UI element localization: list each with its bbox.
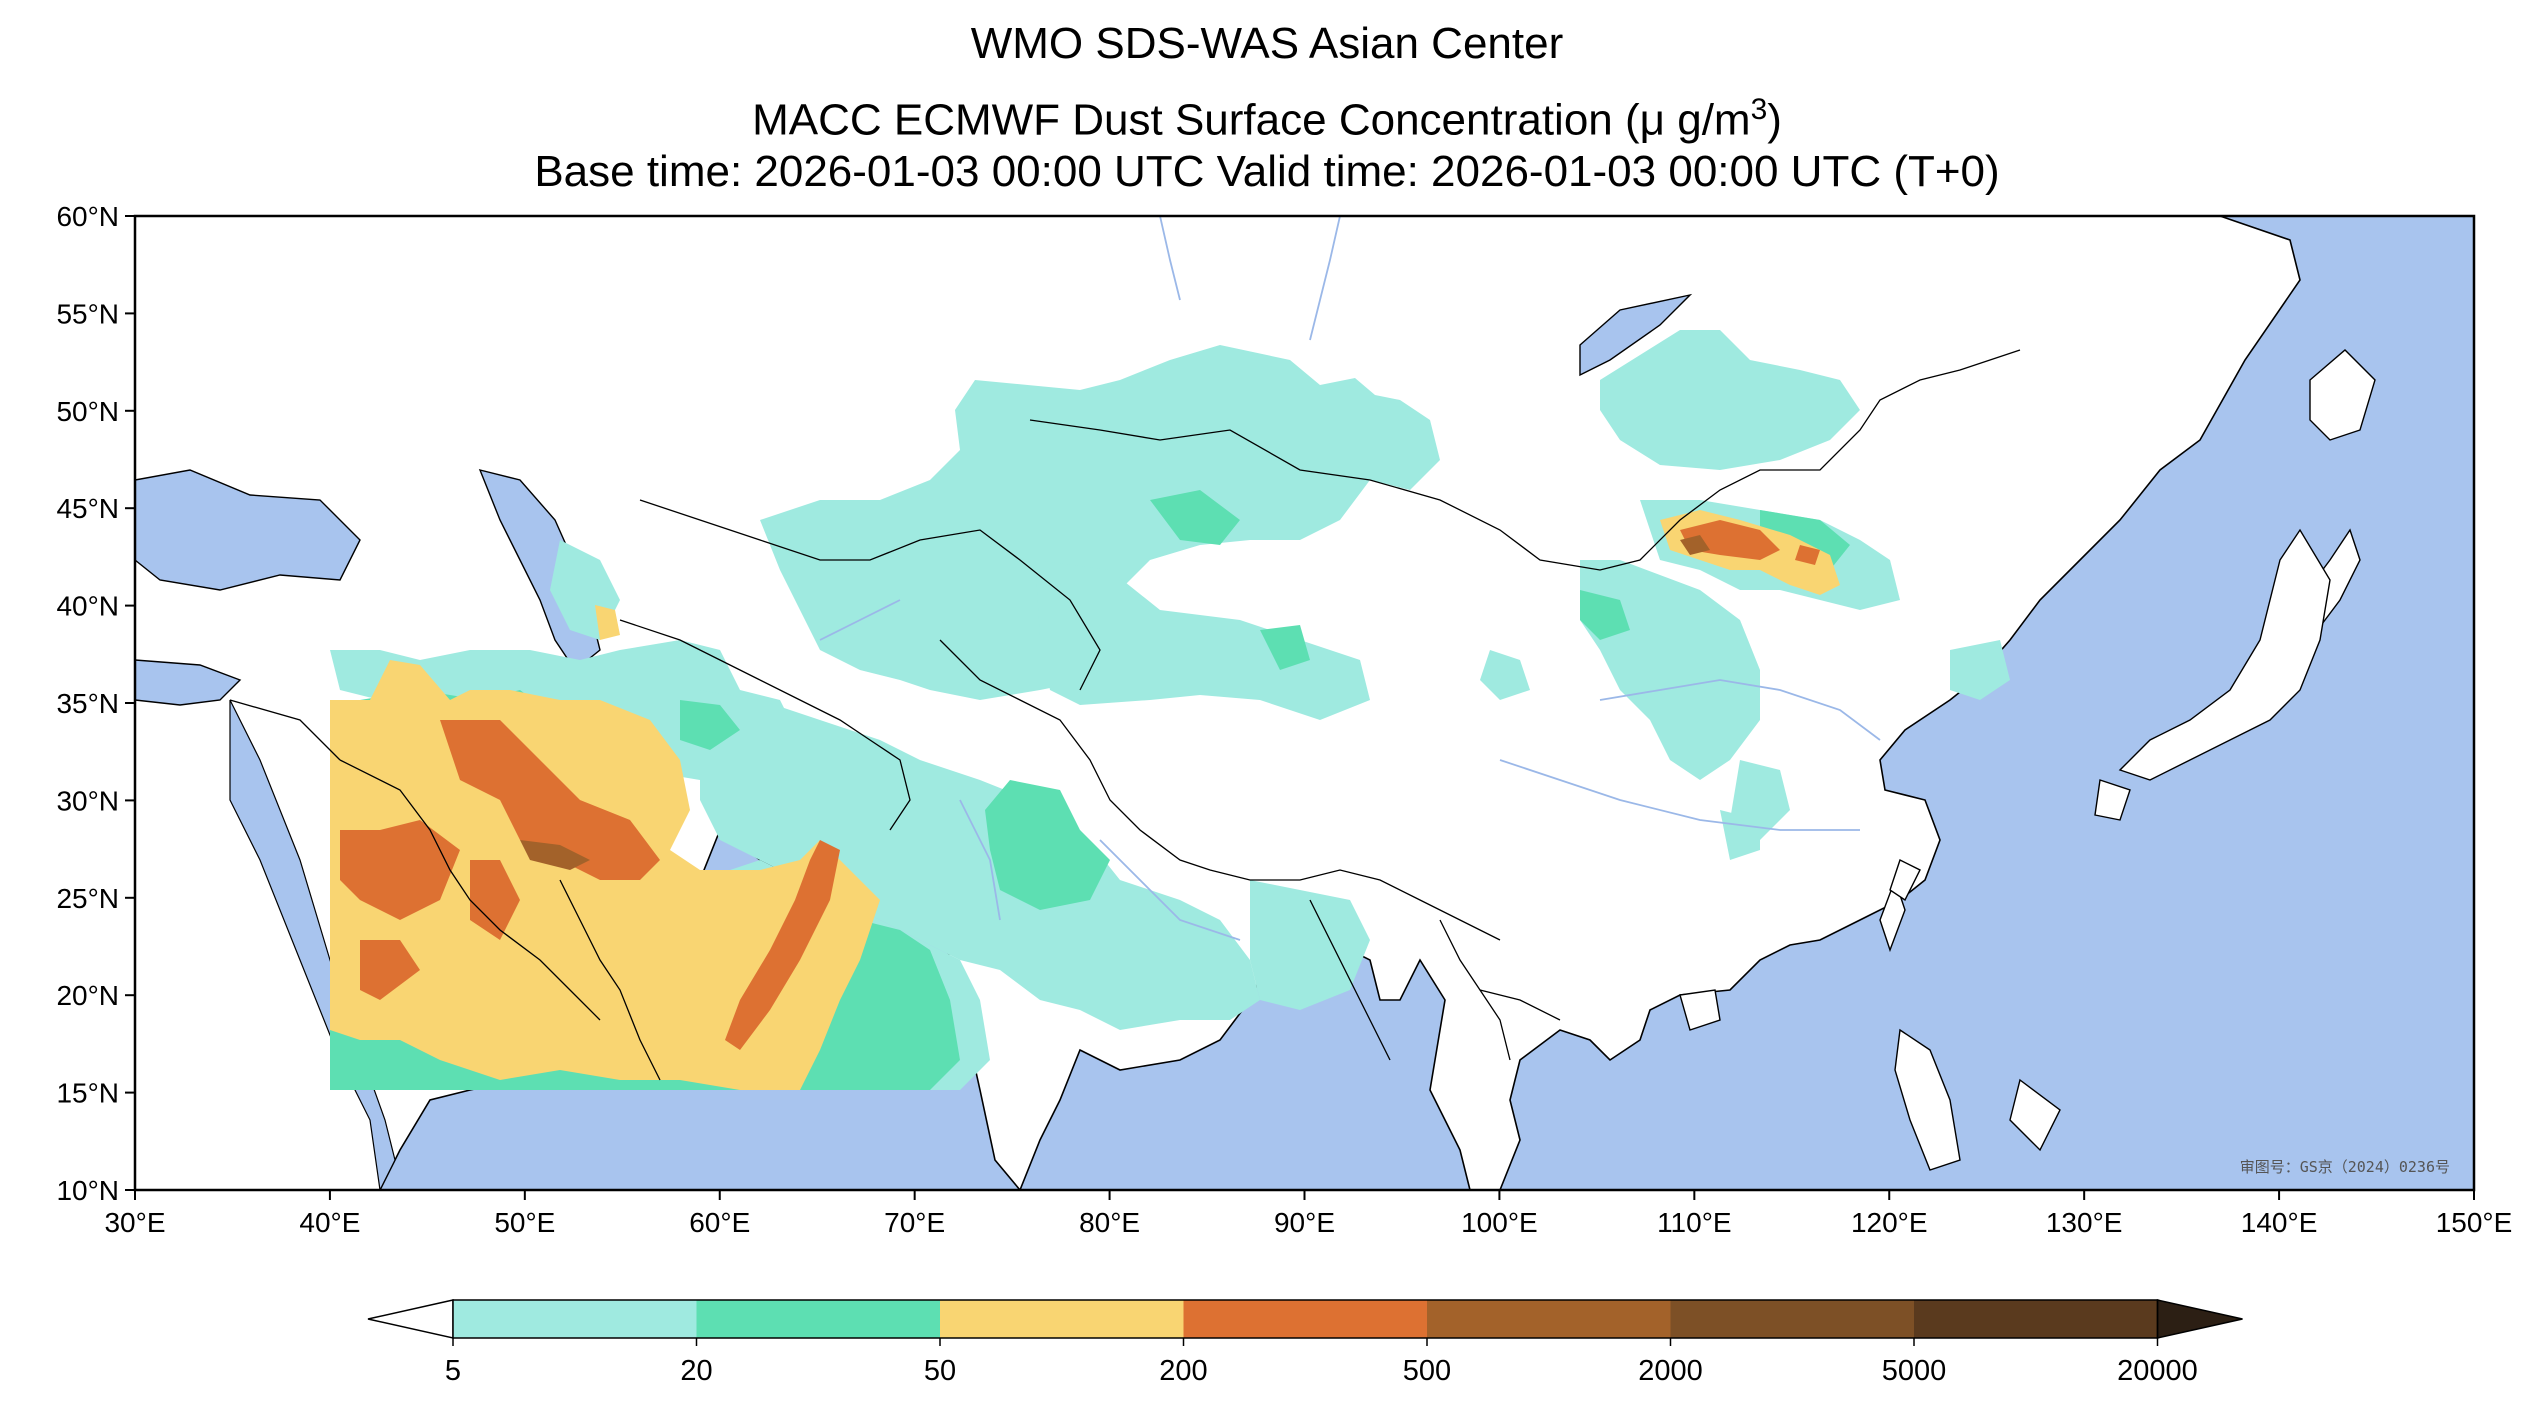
colorbar-label: 5000: [1882, 1355, 1947, 1387]
lat-tick-label: 60°N: [56, 201, 119, 232]
unit-text: μ g/m: [1639, 95, 1751, 145]
colorbar-segment: [453, 1300, 697, 1338]
rivers: [819, 216, 1881, 941]
lat-tick-label: 15°N: [56, 1078, 119, 1109]
dust-level-500-2000: [520, 535, 1710, 870]
unit-close: ): [1767, 95, 1782, 145]
colorbar-over-arrow: [2156, 1299, 2243, 1339]
dust-level-200-500: [340, 520, 1820, 1050]
map-area[interactable]: [135, 216, 2474, 1190]
longitude-axis: 30°E 40°E 50°E 60°E 70°E 80°E 90°E 100°E 110°E 12…: [104, 1190, 2512, 1238]
lon-tick-label: 50°E: [494, 1207, 555, 1238]
title-line-2: MACC ECMWF Dust Surface Concentration (μ…: [0, 84, 2534, 147]
lon-tick-label: 130°E: [2046, 1207, 2123, 1238]
lon-tick-label: 140°E: [2241, 1207, 2318, 1238]
colorbar-segment: [1670, 1300, 1915, 1338]
credit-text: 审图号：GS京（2024）0236号: [2240, 1158, 2450, 1176]
lon-tick-label: 30°E: [104, 1207, 165, 1238]
dust-contours: [330, 330, 2010, 1090]
unit-superscript: 3: [1750, 93, 1768, 126]
colorbar-label: 20000: [2117, 1355, 2198, 1387]
lat-tick-label: 20°N: [56, 980, 119, 1011]
country-borders: [229, 349, 2021, 1081]
colorbar-frame: [452, 1299, 2159, 1339]
lat-tick-label: 30°N: [56, 785, 119, 816]
lon-tick-label: 80°E: [1079, 1207, 1140, 1238]
colorbar: 5 20 50 200 500 2000 5000 20000: [367, 1299, 2243, 1387]
lon-tick-label: 70°E: [884, 1207, 945, 1238]
latitude-axis: 60°N 55°N 50°N 45°N 40°N 35°N 30°N 25°N 20°N 15°N…: [56, 201, 135, 1206]
colorbar-segment: [696, 1300, 941, 1338]
lat-tick-label: 25°N: [56, 883, 119, 914]
lon-tick-label: 120°E: [1851, 1207, 1928, 1238]
lat-tick-label: 45°N: [56, 493, 119, 524]
colorbar-label: 5: [445, 1355, 461, 1387]
colorbar-segment: [1914, 1300, 2158, 1338]
lat-tick-label: 55°N: [56, 298, 119, 329]
colorbar-under-arrow: [367, 1299, 454, 1339]
colorbar-label: 2000: [1638, 1355, 1703, 1387]
lon-tick-label: 60°E: [689, 1207, 750, 1238]
lon-tick-label: 100°E: [1461, 1207, 1538, 1238]
title-line-1: WMO SDS-WAS Asian Center: [970, 19, 1564, 68]
colorbar-segment: [940, 1300, 1184, 1338]
title-text: MACC ECMWF Dust Surface Concentration (: [752, 95, 1640, 145]
lat-tick-label: 35°N: [56, 688, 119, 719]
lat-tick-label: 40°N: [56, 591, 119, 622]
colorbar-segment: [1183, 1300, 1428, 1338]
lon-tick-label: 40°E: [299, 1207, 360, 1238]
islands: [1679, 349, 2376, 1171]
lon-tick-label: 150°E: [2436, 1207, 2513, 1238]
colorbar-label: 500: [1403, 1355, 1451, 1387]
lat-tick-label: 50°N: [56, 396, 119, 427]
colorbar-segment: [1427, 1300, 1671, 1338]
lat-tick-label: 10°N: [56, 1175, 119, 1206]
colorbar-label: 50: [924, 1355, 956, 1387]
title-line-3: Base time: 2026-01-03 00:00 UTC Valid ti…: [534, 147, 2000, 196]
colorbar-label: 200: [1159, 1355, 1207, 1387]
colorbar-label: 20: [680, 1355, 712, 1387]
lon-tick-label: 90°E: [1274, 1207, 1335, 1238]
lon-tick-label: 110°E: [1657, 1207, 1732, 1238]
